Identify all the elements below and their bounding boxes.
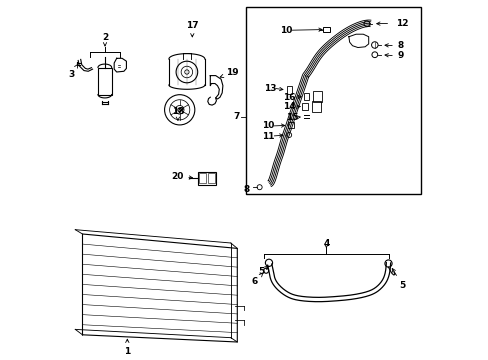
Bar <box>246 7 420 194</box>
Text: 3: 3 <box>68 64 78 79</box>
Bar <box>98 68 111 94</box>
Text: 8: 8 <box>397 41 403 50</box>
Bar <box>288 122 293 128</box>
Bar <box>303 93 309 100</box>
Bar <box>312 91 321 102</box>
Text: 10: 10 <box>261 122 274 130</box>
Text: 1: 1 <box>124 339 130 356</box>
Text: 5: 5 <box>258 266 268 276</box>
Text: 12: 12 <box>395 19 407 28</box>
Text: 9: 9 <box>397 51 403 60</box>
Bar <box>311 101 320 112</box>
Bar <box>199 173 206 183</box>
Text: 5: 5 <box>391 269 405 289</box>
Text: 17: 17 <box>185 21 198 37</box>
Bar <box>322 27 329 32</box>
Text: 20: 20 <box>171 172 192 181</box>
Bar <box>286 86 292 94</box>
Bar <box>302 103 307 110</box>
Text: 13: 13 <box>264 84 276 93</box>
Text: 19: 19 <box>220 68 239 77</box>
Text: 15: 15 <box>285 113 298 122</box>
Text: 4: 4 <box>323 239 329 248</box>
Text: 6: 6 <box>251 273 262 286</box>
Text: 2: 2 <box>102 33 108 46</box>
Text: 7: 7 <box>233 112 240 121</box>
Text: 18: 18 <box>171 107 184 120</box>
Bar <box>197 172 216 185</box>
Text: 16: 16 <box>283 93 295 102</box>
Bar <box>207 173 215 183</box>
Text: 11: 11 <box>261 132 274 140</box>
Text: 8: 8 <box>243 185 249 194</box>
Text: 14: 14 <box>283 102 295 112</box>
Text: 10: 10 <box>279 26 291 35</box>
